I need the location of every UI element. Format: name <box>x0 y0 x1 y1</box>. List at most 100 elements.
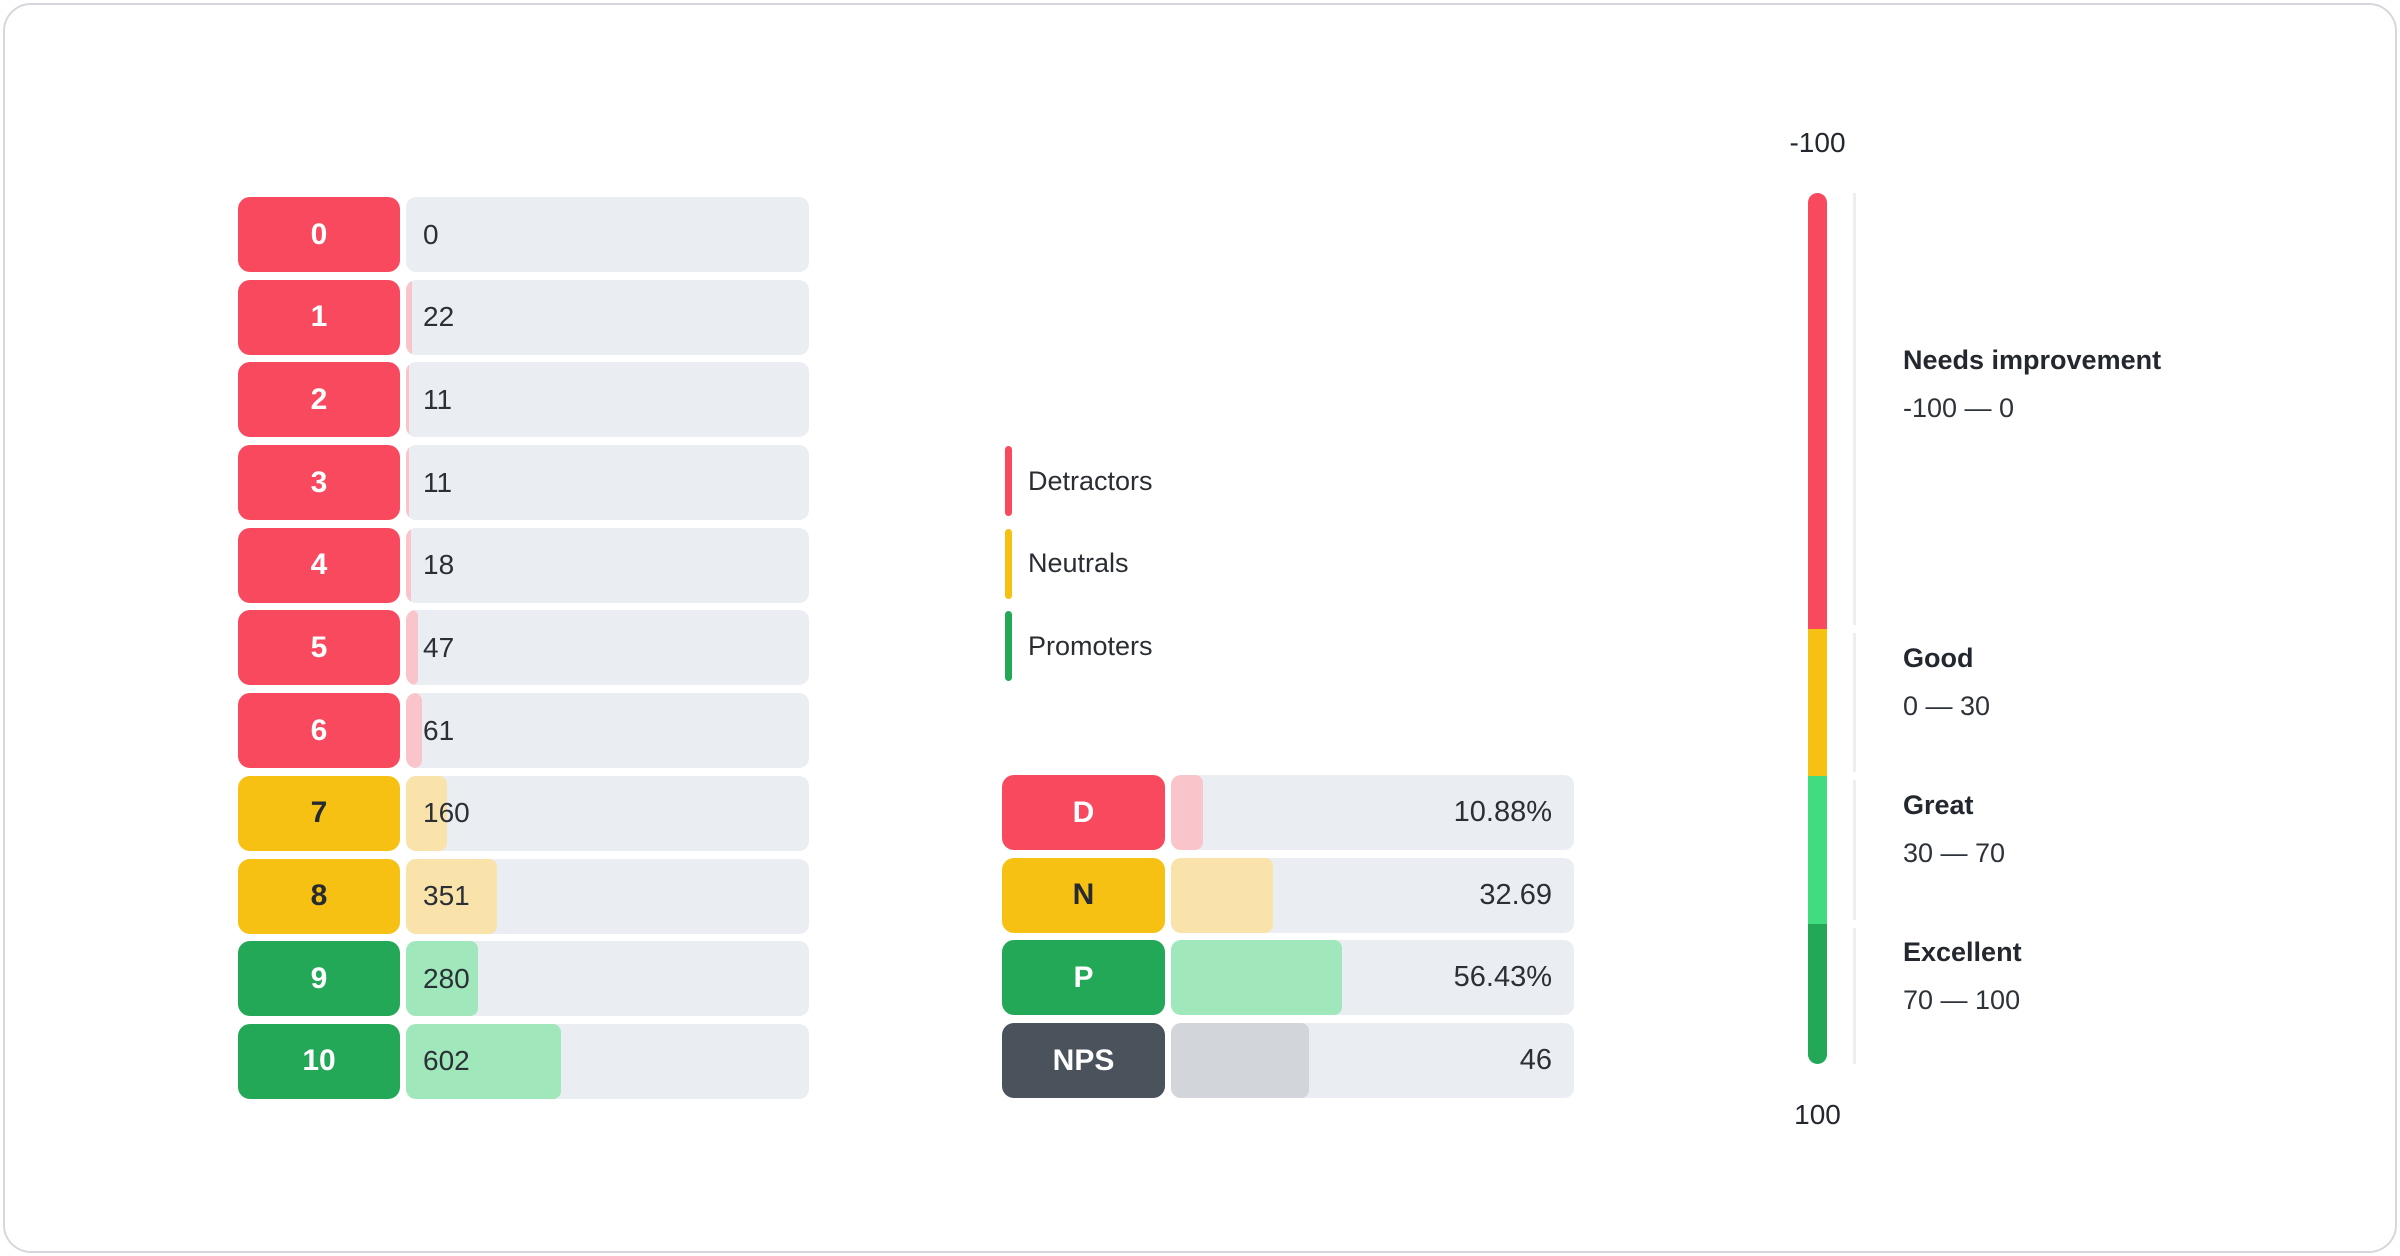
score-fill-8 <box>406 858 497 934</box>
score-track-7: 160 <box>406 775 809 851</box>
summary-chart: D 10.88% N 32.69 P 56.43% NPS 46 <box>1002 775 1574 1106</box>
score-row-8: 8 351 <box>238 858 809 934</box>
legend: Detractors Neutrals Promoters <box>1005 446 1153 694</box>
summary-track-d: 10.88% <box>1171 775 1574 850</box>
gauge-zone-excellent <box>1808 923 1827 1064</box>
score-count-9: 280 <box>423 962 470 994</box>
gauge-line-segment <box>1853 775 1856 924</box>
score-row-7: 7 160 <box>238 775 809 851</box>
zone-label-good: Good 0 — 30 <box>1903 641 2343 723</box>
score-fill-7 <box>406 775 448 851</box>
summary-fill-n <box>1171 857 1273 933</box>
zone-title: Needs improvement <box>1903 345 2162 375</box>
summary-row-nps: NPS 46 <box>1002 1023 1574 1099</box>
score-chip-1: 1 <box>238 279 400 355</box>
score-row-4: 4 18 <box>238 527 809 603</box>
score-count-2: 11 <box>423 383 453 415</box>
zone-title: Excellent <box>1903 937 2022 967</box>
summary-row-neutrals: N 32.69 <box>1002 857 1574 933</box>
score-chip-0: 0 <box>238 197 400 272</box>
summary-fill-d <box>1171 775 1203 850</box>
summary-fill-nps <box>1171 1023 1309 1099</box>
score-chip-8: 8 <box>238 858 400 934</box>
zone-range: -100 — 0 <box>1903 393 2015 423</box>
score-chip-7: 7 <box>238 775 400 851</box>
gauge-line-segment <box>1853 193 1856 629</box>
score-distribution-chart: 0 0 1 22 2 11 3 11 <box>238 197 809 1107</box>
score-count-6: 61 <box>423 714 455 746</box>
score-chip-5: 5 <box>238 610 400 686</box>
score-count-7: 160 <box>423 797 470 829</box>
score-count-1: 22 <box>423 301 455 333</box>
zone-range: 70 — 100 <box>1903 985 2021 1015</box>
zone-title: Good <box>1903 643 1974 673</box>
score-count-8: 351 <box>423 880 470 911</box>
zone-title: Great <box>1903 790 1974 820</box>
zone-range: 30 — 70 <box>1903 838 2006 868</box>
zone-label-needs-improvement: Needs improvement -100 — 0 <box>1903 343 2343 425</box>
detractors-swatch-icon <box>1005 446 1012 516</box>
gauge-bar <box>1808 193 1827 1064</box>
score-fill-10 <box>406 1023 562 1099</box>
score-row-10: 10 602 <box>238 1023 809 1099</box>
gauge-line-segment <box>1853 923 1856 1064</box>
score-row-6: 6 61 <box>238 693 809 769</box>
score-track-9: 280 <box>406 941 809 1017</box>
score-chip-4: 4 <box>238 527 400 603</box>
score-track-10: 602 <box>406 1023 809 1099</box>
zone-range: 0 — 30 <box>1903 691 1991 721</box>
gauge-track-line <box>1853 193 1856 1064</box>
score-count-10: 602 <box>423 1045 470 1077</box>
summary-row-promoters: P 56.43% <box>1002 940 1574 1016</box>
neutrals-swatch-icon <box>1005 528 1012 599</box>
score-row-3: 3 11 <box>238 445 809 521</box>
summary-value-nps: 46 <box>1519 1044 1552 1077</box>
legend-label: Promoters <box>1028 630 1153 661</box>
score-chip-6: 6 <box>238 693 400 769</box>
score-row-9: 9 280 <box>238 941 809 1017</box>
nps-widget-card: 0 0 1 22 2 11 3 11 <box>3 3 2397 1253</box>
summary-chip-n: N <box>1002 857 1165 933</box>
legend-label: Neutrals <box>1028 548 1129 579</box>
summary-value-n: 32.69 <box>1479 878 1552 911</box>
summary-value-p: 56.43% <box>1453 961 1552 994</box>
score-track-4: 18 <box>406 527 809 603</box>
score-count-5: 47 <box>423 631 455 663</box>
score-track-8: 351 <box>406 858 809 934</box>
zone-label-great: Great 30 — 70 <box>1903 788 2343 870</box>
gauge-axis-bottom-label: 100 <box>1794 1099 1841 1130</box>
score-count-3: 11 <box>423 466 453 498</box>
score-fill-2 <box>406 362 409 438</box>
legend-item-neutrals[interactable]: Neutrals <box>1005 528 1153 599</box>
zone-label-excellent: Excellent 70 — 100 <box>1903 935 2343 1017</box>
legend-item-detractors[interactable]: Detractors <box>1005 446 1153 516</box>
score-count-4: 18 <box>423 549 455 581</box>
legend-item-promoters[interactable]: Promoters <box>1005 611 1153 682</box>
summary-fill-p <box>1171 940 1342 1016</box>
gauge-zone-good <box>1808 628 1827 776</box>
score-fill-6 <box>406 693 422 769</box>
legend-label: Detractors <box>1028 465 1153 496</box>
score-row-5: 5 47 <box>238 610 809 686</box>
score-track-0: 0 <box>406 197 809 272</box>
score-chip-2: 2 <box>238 362 400 438</box>
gauge-line-segment <box>1853 628 1856 776</box>
summary-track-p: 56.43% <box>1171 940 1574 1016</box>
score-track-2: 11 <box>406 362 809 438</box>
summary-track-n: 32.69 <box>1171 857 1574 933</box>
summary-row-detractors: D 10.88% <box>1002 775 1574 850</box>
score-count-0: 0 <box>423 218 439 250</box>
score-chip-3: 3 <box>238 445 400 521</box>
summary-chip-p: P <box>1002 940 1165 1016</box>
score-fill-9 <box>406 941 479 1017</box>
summary-track-nps: 46 <box>1171 1023 1574 1099</box>
score-fill-1 <box>406 279 412 355</box>
score-fill-4 <box>406 527 411 603</box>
gauge-zone-needs-improvement <box>1808 193 1827 629</box>
score-track-6: 61 <box>406 693 809 769</box>
score-track-5: 47 <box>406 610 809 686</box>
score-chip-10: 10 <box>238 1023 400 1099</box>
gauge-zone-great <box>1808 775 1827 924</box>
score-chip-9: 9 <box>238 941 400 1017</box>
summary-value-d: 10.88% <box>1453 796 1552 828</box>
